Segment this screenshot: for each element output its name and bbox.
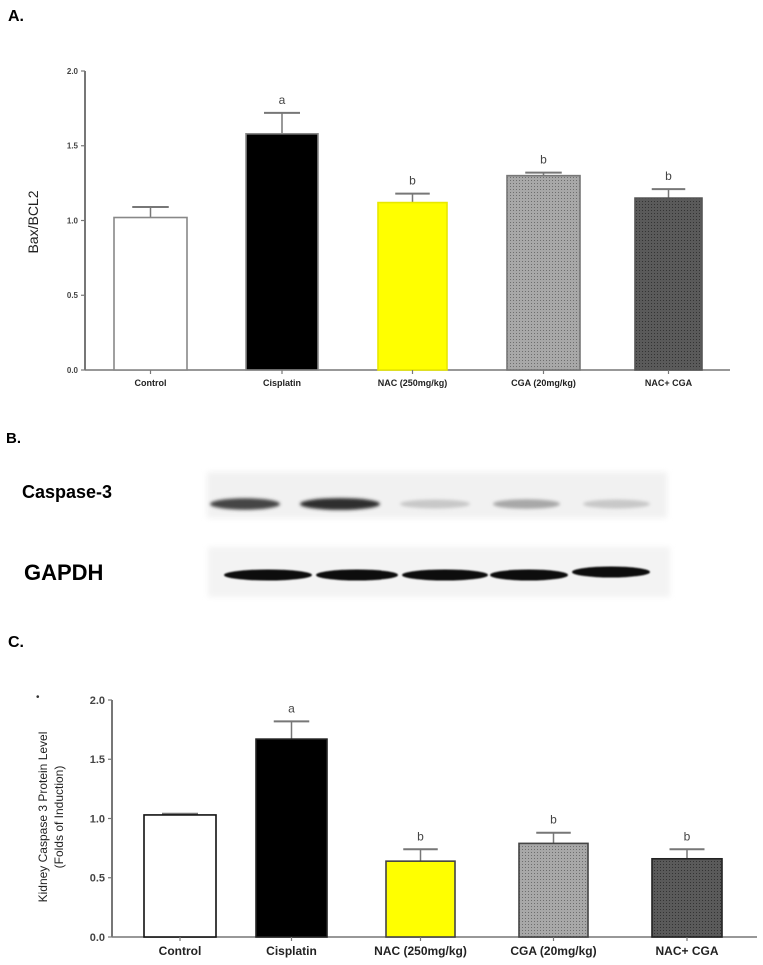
blot-band-gapdh — [572, 566, 650, 578]
x-category-label: NAC (250mg/kg) — [374, 944, 467, 958]
blot-label-caspase3: Caspase-3 — [22, 482, 113, 502]
y-axis-label: Kidney Caspase 3 Protein Level — [36, 732, 50, 903]
x-category-label: Cisplatin — [266, 944, 317, 958]
y-tick-label: 0.0 — [90, 932, 105, 944]
blot-band-caspase3 — [210, 498, 280, 510]
chart-c-plot-area: 0.0 0.5 1.0 1.5 2.0 Control Cisplatin a NAC (250… — [36, 695, 757, 958]
blot-band-gapdh — [402, 569, 488, 581]
significance-annotation: a — [288, 701, 295, 715]
blot-band-gapdh — [490, 569, 568, 581]
y-tick-label: 1.0 — [90, 813, 105, 825]
significance-annotation: b — [417, 829, 424, 843]
blot-strip-caspase3 — [207, 472, 667, 518]
bar-control — [143, 814, 217, 938]
y-axis-label: Bax/BCL2 — [25, 190, 41, 253]
bar-cisplatin — [255, 738, 328, 938]
significance-annotation: a — [279, 93, 286, 107]
y-tick-label: 2.0 — [67, 67, 79, 76]
y-tick-label: 1.5 — [90, 754, 105, 766]
x-category-label: CGA (20mg/kg) — [510, 944, 596, 958]
significance-annotation: b — [684, 829, 691, 843]
x-category-label: NAC+ CGA — [655, 944, 718, 958]
y-tick-label: 0.5 — [90, 873, 105, 885]
chart-c-ylabel-dot: • — [36, 692, 40, 703]
y-tick-label: 1.0 — [67, 216, 79, 225]
chart-a-plot-area: 0.0 0.5 1.0 1.5 2.0 Control Cisplatin a NAC (250… — [25, 67, 730, 388]
x-category-label: Control — [135, 378, 167, 388]
blot-band-caspase3 — [300, 498, 380, 510]
significance-annotation: b — [550, 813, 557, 827]
significance-annotation: b — [540, 153, 547, 167]
bar-control — [113, 216, 188, 371]
y-tick-label: 2.0 — [90, 695, 105, 707]
y-tick-label: 1.5 — [67, 142, 79, 151]
blot-label-gapdh: GAPDH — [24, 560, 104, 585]
y-axis-label-secondary: (Folds of Induction) — [52, 766, 66, 869]
panel-c-label: C. — [8, 634, 24, 651]
panel-a-label: A. — [8, 8, 24, 25]
y-tick-label: 0.5 — [67, 291, 79, 300]
blot-band-caspase3 — [493, 499, 560, 509]
blot-band-caspase3 — [583, 499, 650, 509]
bar-cga-20mg-kg- — [506, 174, 581, 371]
bar-cga-20mg-kg- — [518, 842, 589, 938]
x-category-label: Control — [159, 944, 202, 958]
bar-nac-cga — [651, 857, 723, 938]
panel-b-label: B. — [6, 430, 21, 447]
blot-band-gapdh — [224, 569, 312, 581]
significance-annotation: b — [665, 169, 672, 183]
x-category-label: NAC+ CGA — [645, 378, 693, 388]
x-category-label: CGA (20mg/kg) — [511, 378, 576, 388]
x-category-label: Cisplatin — [263, 378, 301, 388]
blot-band-caspase3 — [400, 499, 470, 509]
blot-band-gapdh — [316, 569, 398, 581]
x-category-label: NAC (250mg/kg) — [378, 378, 448, 388]
bar-nac-cga — [634, 197, 703, 371]
y-tick-label: 0.0 — [67, 366, 79, 375]
significance-annotation: b — [409, 174, 416, 188]
bar-nac-250mg-kg- — [377, 201, 448, 371]
bar-cisplatin — [245, 132, 319, 371]
